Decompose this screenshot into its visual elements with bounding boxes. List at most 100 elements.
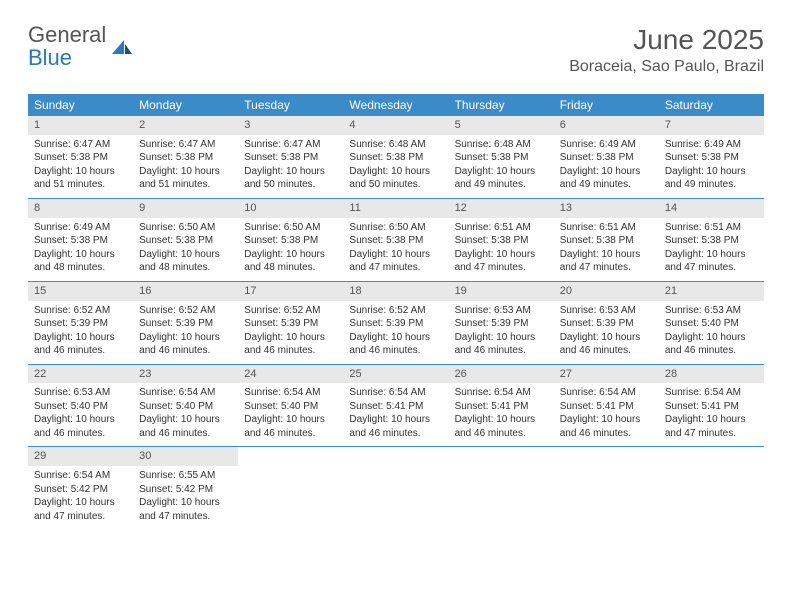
calendar-day-cell: 9Sunrise: 6:50 AMSunset: 5:38 PMDaylight…: [133, 198, 238, 281]
daylight-line: Daylight: 10 hours and 47 minutes.: [34, 496, 127, 523]
day-body: Sunrise: 6:50 AMSunset: 5:38 PMDaylight:…: [343, 218, 448, 281]
day-header: Saturday: [659, 94, 764, 116]
calendar-day-cell: 20Sunrise: 6:53 AMSunset: 5:39 PMDayligh…: [554, 281, 659, 364]
day-body: Sunrise: 6:54 AMSunset: 5:41 PMDaylight:…: [659, 383, 764, 446]
sunset-line: Sunset: 5:38 PM: [34, 151, 127, 165]
day-number: 23: [133, 365, 238, 384]
calendar-day-cell: 18Sunrise: 6:52 AMSunset: 5:39 PMDayligh…: [343, 281, 448, 364]
brand-logo: General Blue: [28, 24, 134, 70]
sunset-line: Sunset: 5:38 PM: [139, 151, 232, 165]
day-number: 22: [28, 365, 133, 384]
day-body: Sunrise: 6:49 AMSunset: 5:38 PMDaylight:…: [659, 135, 764, 198]
daylight-line: Daylight: 10 hours and 48 minutes.: [34, 248, 127, 275]
sunset-line: Sunset: 5:39 PM: [139, 317, 232, 331]
daylight-line: Daylight: 10 hours and 47 minutes.: [665, 413, 758, 440]
day-number: 28: [659, 365, 764, 384]
daylight-line: Daylight: 10 hours and 49 minutes.: [455, 165, 548, 192]
daylight-line: Daylight: 10 hours and 47 minutes.: [139, 496, 232, 523]
day-number: 8: [28, 199, 133, 218]
sunrise-line: Sunrise: 6:53 AM: [560, 304, 653, 318]
calendar-day-cell: 10Sunrise: 6:50 AMSunset: 5:38 PMDayligh…: [238, 198, 343, 281]
day-body: Sunrise: 6:53 AMSunset: 5:39 PMDaylight:…: [554, 301, 659, 364]
sunset-line: Sunset: 5:38 PM: [244, 234, 337, 248]
day-body: Sunrise: 6:50 AMSunset: 5:38 PMDaylight:…: [238, 218, 343, 281]
calendar-day-cell: 8Sunrise: 6:49 AMSunset: 5:38 PMDaylight…: [28, 198, 133, 281]
calendar-day-cell: 3Sunrise: 6:47 AMSunset: 5:38 PMDaylight…: [238, 116, 343, 198]
calendar-day-cell: 27Sunrise: 6:54 AMSunset: 5:41 PMDayligh…: [554, 364, 659, 447]
day-body: Sunrise: 6:47 AMSunset: 5:38 PMDaylight:…: [28, 135, 133, 198]
sunrise-line: Sunrise: 6:54 AM: [139, 386, 232, 400]
sunset-line: Sunset: 5:39 PM: [244, 317, 337, 331]
day-body: Sunrise: 6:48 AMSunset: 5:38 PMDaylight:…: [343, 135, 448, 198]
day-body: Sunrise: 6:54 AMSunset: 5:40 PMDaylight:…: [133, 383, 238, 446]
calendar-day-cell: 11Sunrise: 6:50 AMSunset: 5:38 PMDayligh…: [343, 198, 448, 281]
day-body: Sunrise: 6:52 AMSunset: 5:39 PMDaylight:…: [133, 301, 238, 364]
sunset-line: Sunset: 5:40 PM: [34, 400, 127, 414]
sunrise-line: Sunrise: 6:50 AM: [244, 221, 337, 235]
daylight-line: Daylight: 10 hours and 46 minutes.: [139, 331, 232, 358]
day-number: 13: [554, 199, 659, 218]
calendar-week-row: 29Sunrise: 6:54 AMSunset: 5:42 PMDayligh…: [28, 447, 764, 529]
daylight-line: Daylight: 10 hours and 47 minutes.: [560, 248, 653, 275]
sunset-line: Sunset: 5:38 PM: [560, 151, 653, 165]
day-header: Thursday: [449, 94, 554, 116]
page-header: General Blue June 2025 Boraceia, Sao Pau…: [28, 24, 764, 76]
daylight-line: Daylight: 10 hours and 47 minutes.: [349, 248, 442, 275]
daylight-line: Daylight: 10 hours and 47 minutes.: [455, 248, 548, 275]
daylight-line: Daylight: 10 hours and 46 minutes.: [139, 413, 232, 440]
sunset-line: Sunset: 5:38 PM: [244, 151, 337, 165]
calendar-day-cell: 12Sunrise: 6:51 AMSunset: 5:38 PMDayligh…: [449, 198, 554, 281]
day-body: Sunrise: 6:52 AMSunset: 5:39 PMDaylight:…: [343, 301, 448, 364]
calendar-week-row: 15Sunrise: 6:52 AMSunset: 5:39 PMDayligh…: [28, 281, 764, 364]
calendar-day-cell: 25Sunrise: 6:54 AMSunset: 5:41 PMDayligh…: [343, 364, 448, 447]
title-block: June 2025 Boraceia, Sao Paulo, Brazil: [569, 24, 764, 76]
calendar-body: 1Sunrise: 6:47 AMSunset: 5:38 PMDaylight…: [28, 116, 764, 529]
day-number: 9: [133, 199, 238, 218]
calendar-day-cell: [238, 447, 343, 529]
sunset-line: Sunset: 5:40 PM: [665, 317, 758, 331]
day-body: Sunrise: 6:49 AMSunset: 5:38 PMDaylight:…: [554, 135, 659, 198]
calendar-day-cell: 28Sunrise: 6:54 AMSunset: 5:41 PMDayligh…: [659, 364, 764, 447]
day-header: Wednesday: [343, 94, 448, 116]
sunrise-line: Sunrise: 6:48 AM: [349, 138, 442, 152]
daylight-line: Daylight: 10 hours and 50 minutes.: [349, 165, 442, 192]
calendar-week-row: 1Sunrise: 6:47 AMSunset: 5:38 PMDaylight…: [28, 116, 764, 198]
day-body: Sunrise: 6:53 AMSunset: 5:40 PMDaylight:…: [659, 301, 764, 364]
daylight-line: Daylight: 10 hours and 46 minutes.: [560, 331, 653, 358]
day-body: Sunrise: 6:54 AMSunset: 5:41 PMDaylight:…: [343, 383, 448, 446]
sunset-line: Sunset: 5:39 PM: [455, 317, 548, 331]
sunrise-line: Sunrise: 6:53 AM: [455, 304, 548, 318]
day-body: Sunrise: 6:51 AMSunset: 5:38 PMDaylight:…: [449, 218, 554, 281]
calendar-day-cell: 15Sunrise: 6:52 AMSunset: 5:39 PMDayligh…: [28, 281, 133, 364]
sunrise-line: Sunrise: 6:53 AM: [665, 304, 758, 318]
daylight-line: Daylight: 10 hours and 46 minutes.: [34, 331, 127, 358]
day-number: 26: [449, 365, 554, 384]
brand-text: General Blue: [28, 24, 106, 70]
day-number: 1: [28, 116, 133, 135]
sunrise-line: Sunrise: 6:54 AM: [560, 386, 653, 400]
day-body: Sunrise: 6:47 AMSunset: 5:38 PMDaylight:…: [238, 135, 343, 198]
day-body: Sunrise: 6:51 AMSunset: 5:38 PMDaylight:…: [554, 218, 659, 281]
daylight-line: Daylight: 10 hours and 51 minutes.: [139, 165, 232, 192]
sunrise-line: Sunrise: 6:47 AM: [244, 138, 337, 152]
sunset-line: Sunset: 5:41 PM: [665, 400, 758, 414]
calendar-day-cell: 23Sunrise: 6:54 AMSunset: 5:40 PMDayligh…: [133, 364, 238, 447]
calendar-day-cell: 22Sunrise: 6:53 AMSunset: 5:40 PMDayligh…: [28, 364, 133, 447]
calendar-day-cell: 5Sunrise: 6:48 AMSunset: 5:38 PMDaylight…: [449, 116, 554, 198]
day-number: 6: [554, 116, 659, 135]
sunrise-line: Sunrise: 6:54 AM: [244, 386, 337, 400]
sunrise-line: Sunrise: 6:54 AM: [665, 386, 758, 400]
calendar-day-cell: 17Sunrise: 6:52 AMSunset: 5:39 PMDayligh…: [238, 281, 343, 364]
sunset-line: Sunset: 5:39 PM: [349, 317, 442, 331]
sunset-line: Sunset: 5:42 PM: [34, 483, 127, 497]
sunrise-line: Sunrise: 6:50 AM: [139, 221, 232, 235]
daylight-line: Daylight: 10 hours and 49 minutes.: [560, 165, 653, 192]
brand-name-1: General: [28, 22, 106, 47]
calendar-day-cell: 13Sunrise: 6:51 AMSunset: 5:38 PMDayligh…: [554, 198, 659, 281]
sunset-line: Sunset: 5:40 PM: [244, 400, 337, 414]
day-body: Sunrise: 6:50 AMSunset: 5:38 PMDaylight:…: [133, 218, 238, 281]
daylight-line: Daylight: 10 hours and 46 minutes.: [455, 331, 548, 358]
daylight-line: Daylight: 10 hours and 46 minutes.: [244, 413, 337, 440]
day-number: 25: [343, 365, 448, 384]
day-number: 29: [28, 447, 133, 466]
